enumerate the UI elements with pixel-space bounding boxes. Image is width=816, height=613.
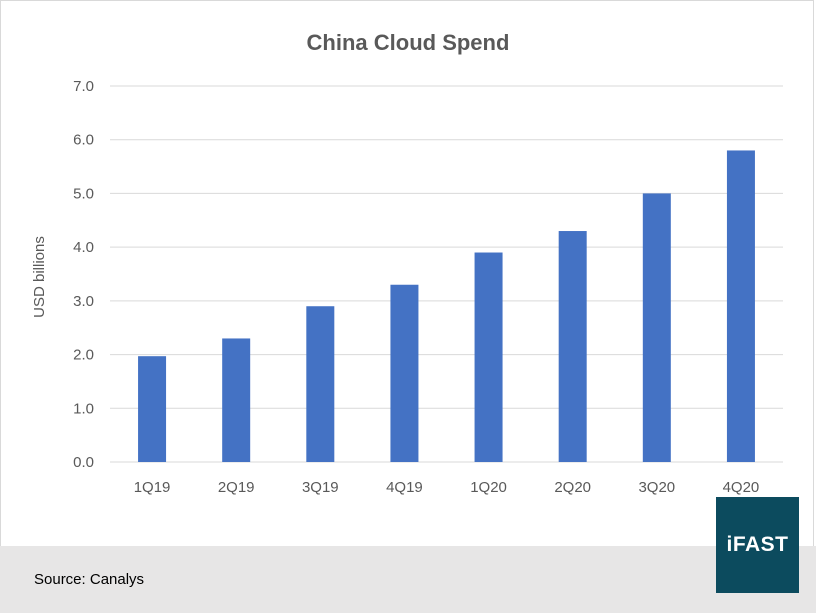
bar-4Q19 [390, 284, 419, 462]
source-note: Source: Canalys [34, 571, 145, 588]
x-tick-label: 1Q20 [470, 479, 507, 496]
y-axis-ticks: 0.0 1.0 2.0 3.0 4.0 5.0 6.0 7.0 [73, 78, 94, 471]
bars [138, 150, 755, 462]
chart-title: China Cloud Spend [306, 30, 510, 55]
x-tick-label: 1Q19 [134, 479, 171, 496]
bar-2Q19 [222, 338, 251, 462]
y-tick-label: 7.0 [73, 78, 94, 95]
bar-3Q19 [306, 306, 335, 462]
footer-band [0, 546, 816, 613]
y-tick-label: 6.0 [73, 132, 94, 149]
ifast-logo: iFAST [716, 497, 799, 593]
bar-2Q20 [558, 231, 587, 462]
y-tick-label: 5.0 [73, 185, 94, 202]
y-tick-label: 2.0 [73, 347, 94, 364]
x-tick-label: 2Q19 [218, 479, 255, 496]
x-tick-label: 2Q20 [554, 479, 591, 496]
gridlines [110, 85, 783, 463]
y-tick-label: 1.0 [73, 400, 94, 417]
y-tick-label: 0.0 [73, 454, 94, 471]
bar-1Q19 [138, 356, 167, 462]
bar-4Q20 [726, 150, 755, 462]
x-axis-ticks: 1Q19 2Q19 3Q19 4Q19 1Q20 2Q20 3Q20 4Q20 [134, 479, 760, 496]
y-axis-label: USD billions [31, 236, 48, 318]
x-tick-label: 4Q20 [723, 479, 760, 496]
y-tick-label: 4.0 [73, 239, 94, 256]
x-tick-label: 3Q20 [638, 479, 675, 496]
y-tick-label: 3.0 [73, 293, 94, 310]
bar-3Q20 [642, 193, 671, 462]
bar-1Q20 [474, 252, 503, 462]
x-tick-label: 4Q19 [386, 479, 423, 496]
x-tick-label: 3Q19 [302, 479, 339, 496]
